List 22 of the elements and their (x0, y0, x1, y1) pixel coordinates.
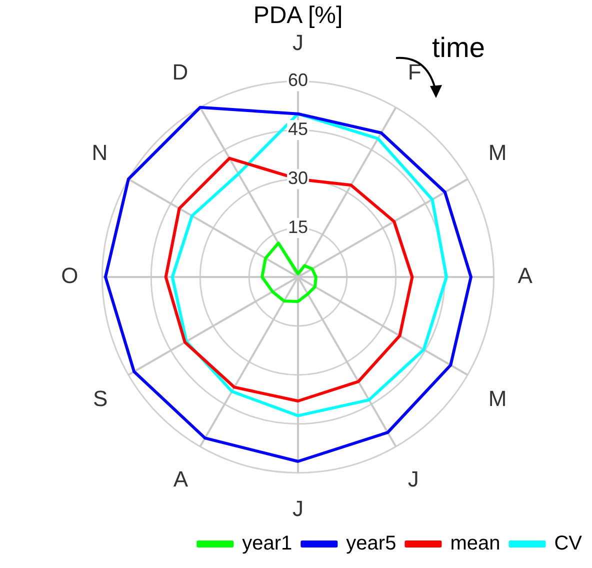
chart-title: PDA [%] (253, 2, 343, 30)
y-tick-label: 45 (288, 119, 308, 140)
spoke-label: N (92, 140, 108, 165)
spoke-label: M (488, 140, 507, 165)
spoke-label: J (292, 496, 304, 522)
spoke-label: J (292, 30, 304, 56)
spoke-label: A (173, 466, 188, 492)
y-tick-label: 60 (288, 70, 308, 90)
spoke-label: A (518, 263, 533, 288)
legend-label: year1 (242, 532, 292, 555)
text: time (432, 32, 485, 64)
spoke-label: F (408, 60, 422, 85)
spoke-label: O (61, 263, 78, 288)
spoke-label: D (172, 60, 188, 85)
legend-label: year5 (346, 532, 396, 555)
legend-label: CV (554, 532, 583, 555)
spoke-label: M (488, 386, 507, 412)
spoke-label: S (92, 386, 108, 412)
y-tick-label: 15 (288, 217, 308, 238)
spoke-label: J (408, 466, 419, 492)
legend-label: mean (450, 532, 500, 555)
y-tick-label: 30 (288, 168, 308, 188)
